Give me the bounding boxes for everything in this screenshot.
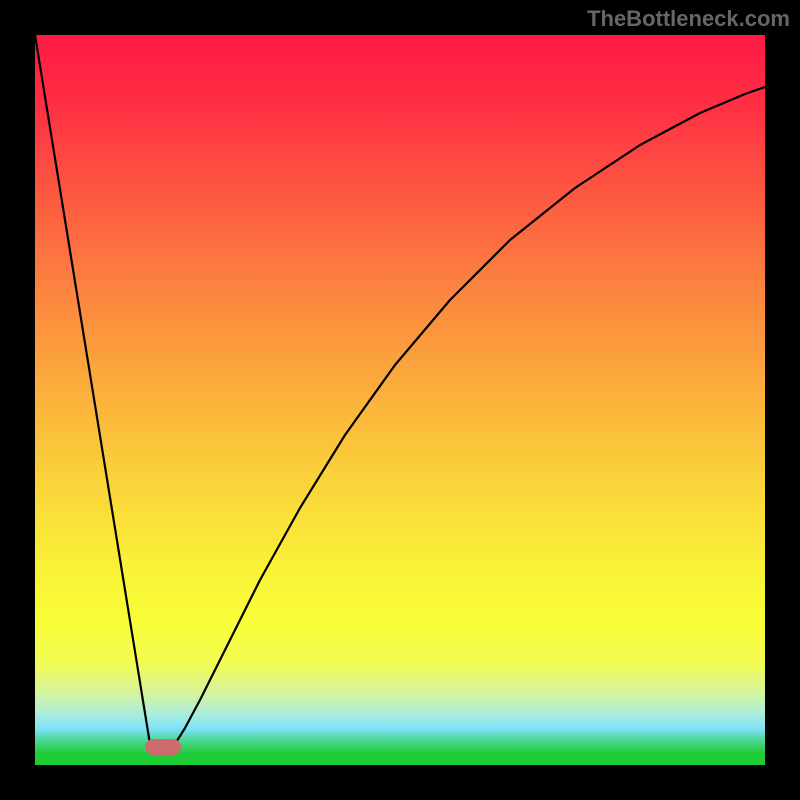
gradient-background [35,35,765,765]
watermark-text: TheBottleneck.com [587,6,790,32]
chart-container: TheBottleneck.com [0,0,800,800]
minimum-marker-pill [145,739,181,755]
bottleneck-chart [0,0,800,800]
